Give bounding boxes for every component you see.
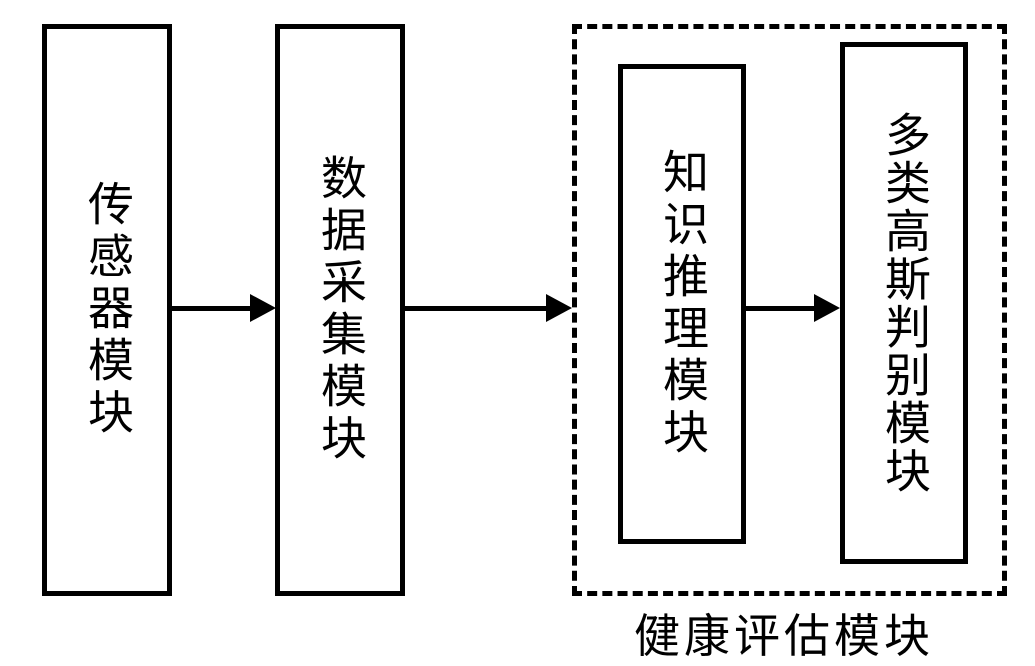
block-knowledge-label: 知识推理模块 — [659, 148, 705, 460]
block-data-acq: 数据采集模块 — [275, 24, 405, 596]
arrow-1-line — [172, 306, 252, 311]
diagram-canvas: 传感器模块 数据采集模块 知识推理模块 多类高斯判别模块 健康评估模块 — [0, 0, 1035, 655]
arrow-2-line — [405, 306, 548, 311]
arrow-2-head — [546, 294, 572, 322]
arrow-3-line — [746, 306, 816, 311]
group-health-eval-label: 健康评估模块 — [634, 600, 934, 666]
block-knowledge: 知识推理模块 — [618, 64, 746, 544]
arrow-3-head — [814, 294, 840, 322]
block-gaussian-label: 多类高斯判别模块 — [881, 111, 927, 495]
block-sensor-label: 传感器模块 — [84, 180, 130, 440]
block-gaussian: 多类高斯判别模块 — [840, 42, 968, 564]
block-data-acq-label: 数据采集模块 — [317, 154, 363, 466]
block-sensor: 传感器模块 — [42, 24, 172, 596]
arrow-1-head — [250, 294, 276, 322]
